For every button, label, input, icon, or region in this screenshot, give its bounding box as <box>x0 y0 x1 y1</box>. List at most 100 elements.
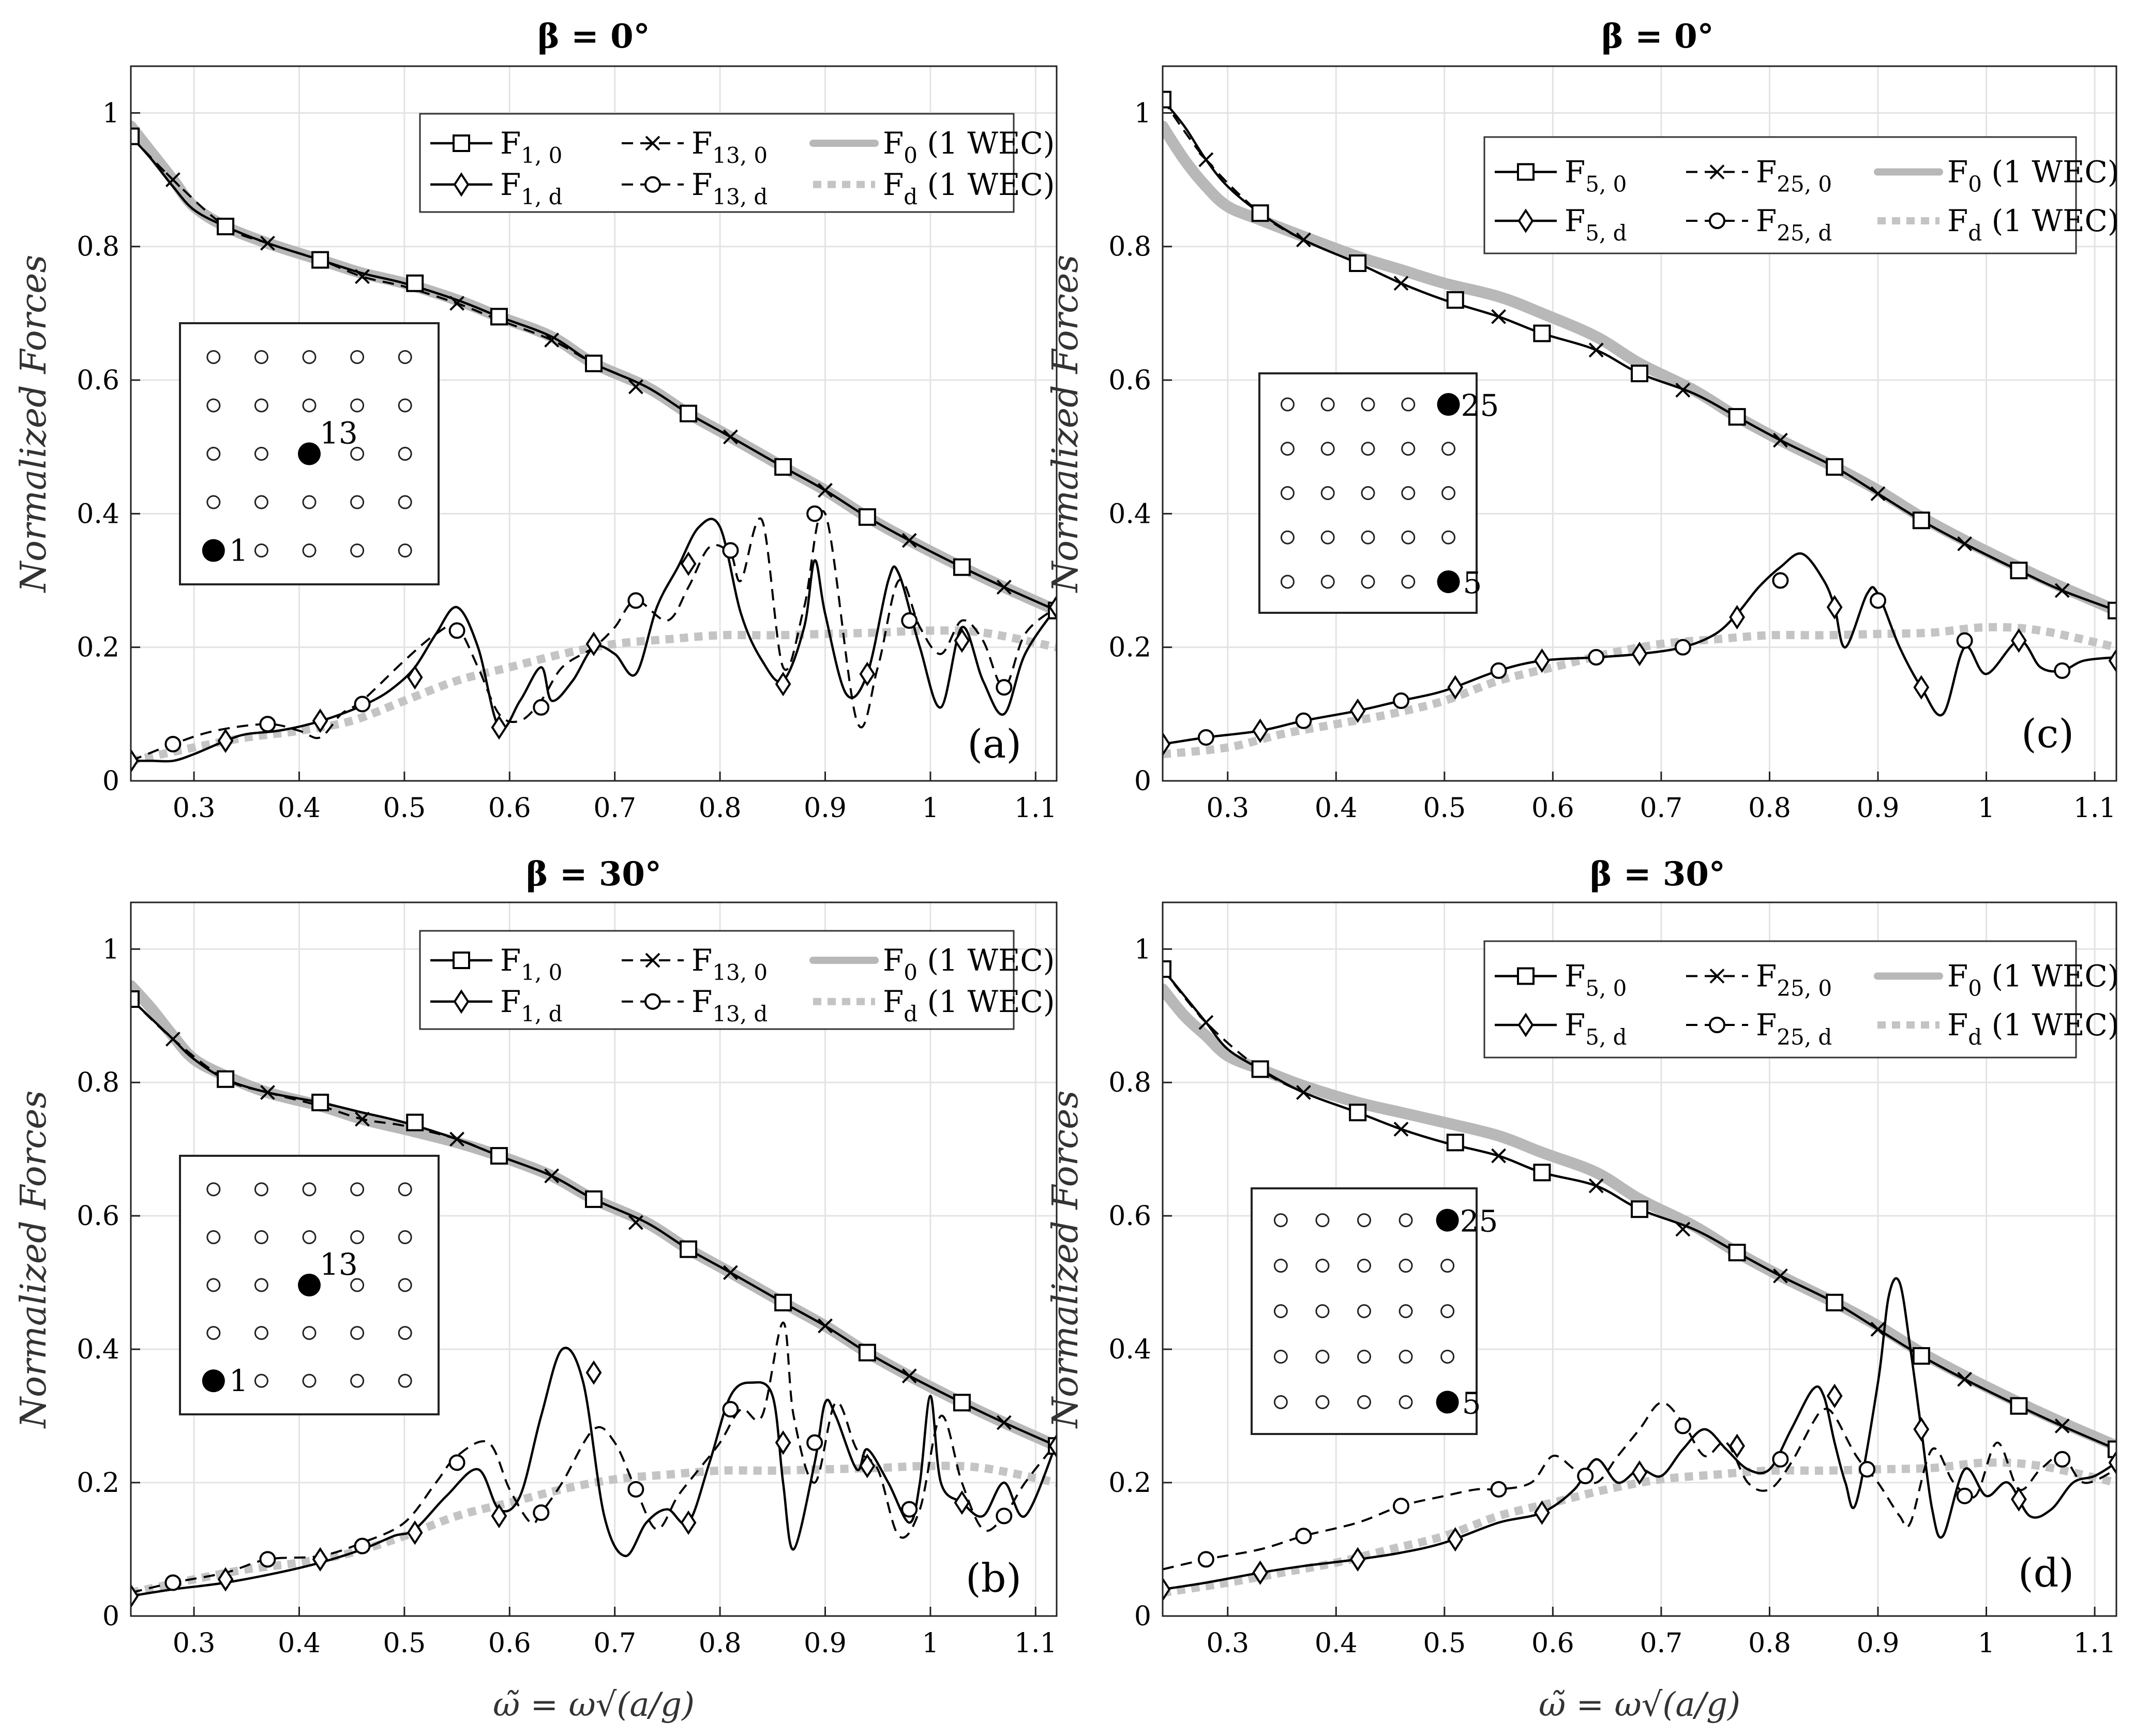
data-point <box>1870 1322 1886 1337</box>
x-tick-label: 0.5 <box>383 1628 426 1659</box>
data-point <box>585 1360 602 1385</box>
x-tick-label: 0.3 <box>1206 1628 1249 1659</box>
wec <box>1357 1349 1371 1364</box>
wec <box>1320 530 1335 545</box>
data-point <box>1490 1481 1507 1498</box>
legend-label: Fd (1 WEC) <box>883 984 1055 1026</box>
wec <box>1357 1395 1371 1409</box>
chart-title: β = 30° <box>1590 855 1725 894</box>
wec <box>398 447 412 461</box>
legend-item: F0 (1 WEC) <box>809 126 1055 168</box>
x-tick-label: 0.8 <box>1748 1628 1791 1659</box>
wec <box>254 447 268 461</box>
y-tick-label: 0.4 <box>77 1334 119 1365</box>
wec <box>350 350 365 364</box>
highlighted-wec <box>1436 1391 1459 1414</box>
data-point <box>217 1070 235 1088</box>
wec <box>350 495 365 509</box>
data-point <box>1631 1460 1648 1485</box>
wec <box>350 544 365 558</box>
wec <box>1440 1304 1455 1318</box>
x-tick-label: 0.4 <box>1315 793 1358 824</box>
wec <box>302 1326 317 1340</box>
data-point <box>1163 1577 1171 1602</box>
legend-marker <box>453 952 470 969</box>
legend-marker <box>645 135 660 151</box>
data-point <box>407 665 423 690</box>
data-point <box>449 296 464 311</box>
data-point <box>775 1430 791 1455</box>
data-point <box>355 269 370 284</box>
wec <box>350 1230 365 1244</box>
wec <box>1280 486 1295 500</box>
wec <box>254 398 268 413</box>
legend: F5, 0 F25, 0 F0 (1 WEC) F5, d F25, d Fd (1 WE… <box>1483 940 2119 1059</box>
y-tick-label: 0.2 <box>1108 1468 1151 1499</box>
data-point <box>1533 324 1551 342</box>
wec <box>1273 1259 1288 1273</box>
wec <box>1361 486 1375 500</box>
legend-label: F0 (1 WEC) <box>883 943 1055 985</box>
data-point <box>1349 254 1367 273</box>
legend-marker <box>644 993 661 1010</box>
data-point <box>1826 1383 1843 1409</box>
x-tick-label: 0.6 <box>1531 793 1574 824</box>
legend-item: Fd (1 WEC) <box>1877 203 2119 246</box>
data-point <box>2010 562 2028 580</box>
data-point <box>406 1113 424 1131</box>
wec <box>254 544 268 558</box>
legend-label: F5, d <box>1565 203 1627 246</box>
x-tick-label: 0.9 <box>1857 793 1900 824</box>
data-point <box>312 708 328 733</box>
x-tick-label: 0.5 <box>383 793 426 824</box>
wec <box>1401 397 1416 412</box>
plot-area <box>1163 90 2116 759</box>
wec <box>1280 397 1295 412</box>
wec <box>1320 575 1335 589</box>
wec <box>1315 1349 1330 1364</box>
series-line-1-d <box>131 518 1057 763</box>
data-point <box>1912 511 1930 530</box>
series-line-13-d <box>131 510 1057 762</box>
wec <box>206 398 221 413</box>
legend-item: F1, d <box>430 984 563 1026</box>
wec <box>1399 1213 1413 1228</box>
data-point <box>448 622 465 639</box>
wec <box>1273 1395 1288 1409</box>
wec <box>1401 530 1416 545</box>
data-point <box>1859 1461 1876 1478</box>
wec <box>1361 442 1375 456</box>
legend-item: F25, d <box>1686 1007 1832 1050</box>
data-point <box>165 172 181 187</box>
data-point <box>585 1190 603 1208</box>
data-point <box>1349 698 1366 723</box>
wec <box>206 495 221 509</box>
x-tick-label: 1 <box>922 793 939 824</box>
data-point <box>1534 1500 1550 1525</box>
legend-label: F1, d <box>500 167 563 209</box>
inset-label-a: 1 <box>229 533 248 568</box>
y-tick-label: 0.2 <box>77 1468 119 1499</box>
legend-item: F0 (1 WEC) <box>809 943 1055 985</box>
data-point <box>1197 1551 1214 1568</box>
data-point <box>1729 605 1745 630</box>
series-line-25-d <box>1163 1401 2116 1571</box>
series-line-13-d <box>131 1321 1057 1594</box>
data-point <box>2054 1418 2070 1433</box>
wec <box>206 1230 221 1244</box>
data-point <box>680 404 698 422</box>
legend-label: F5, 0 <box>1565 959 1627 1001</box>
wec <box>398 544 412 558</box>
data-point <box>1447 1527 1464 1552</box>
data-point <box>722 1401 739 1418</box>
inset-label-a: 5 <box>1462 1385 1481 1421</box>
data-point <box>1870 486 1886 502</box>
data-point <box>164 1574 182 1591</box>
wec <box>1315 1395 1330 1409</box>
data-point <box>1956 1487 1973 1504</box>
data-point <box>131 990 140 1008</box>
data-point <box>354 696 371 713</box>
data-point <box>818 1318 833 1334</box>
x-tick-label: 1 <box>1978 793 1995 824</box>
